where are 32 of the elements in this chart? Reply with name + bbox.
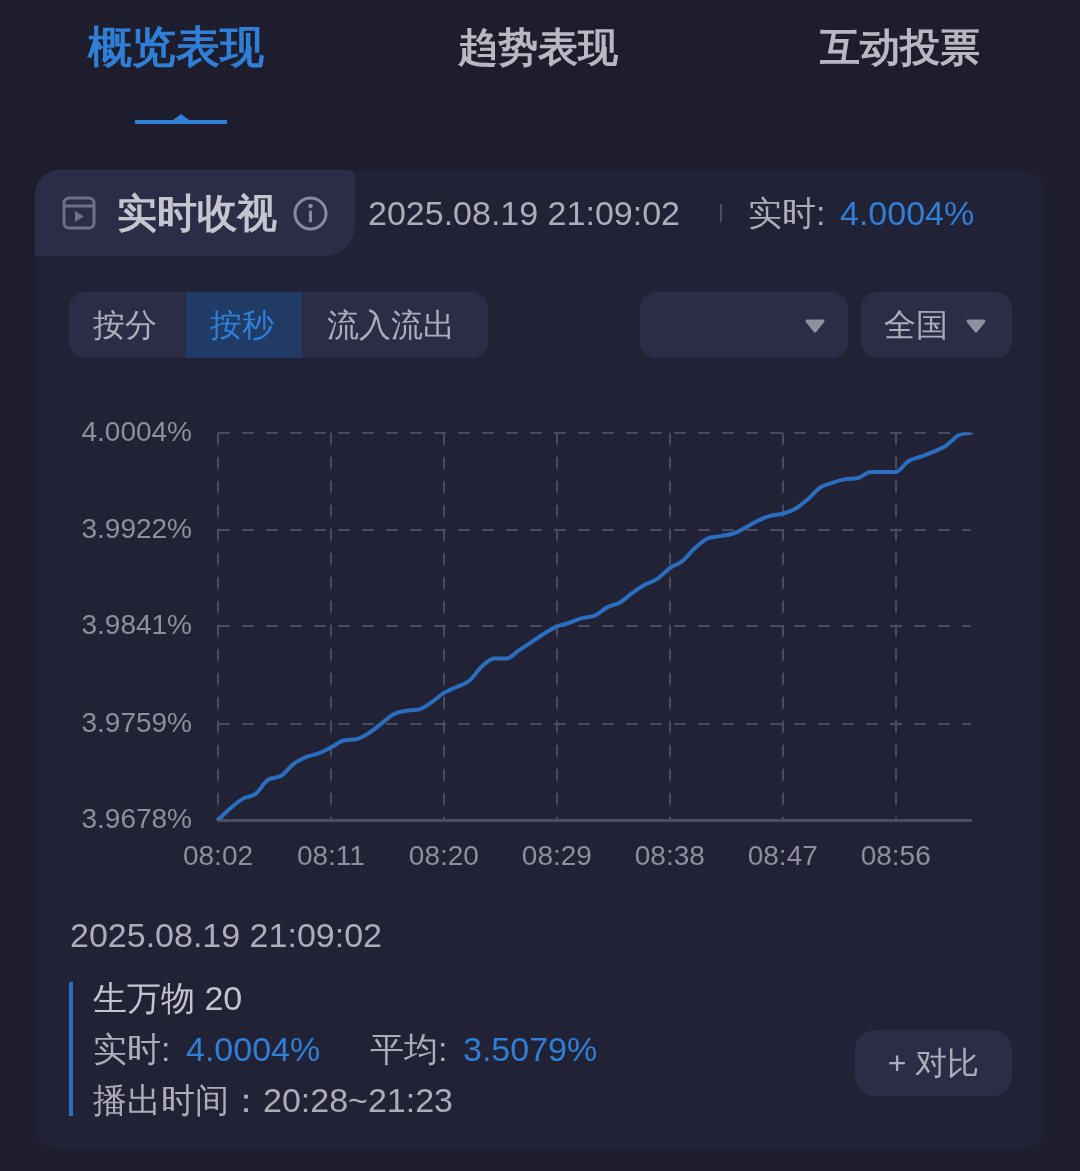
x-tick-label: 08:20: [408, 839, 479, 871]
x-tick-label: 08:11: [296, 839, 365, 871]
y-tick-label: 3.9841%: [81, 609, 192, 641]
text: 2025.08.19 21:09:02: [70, 916, 382, 954]
text: 实时:: [93, 1030, 171, 1068]
y-tick-label: 4.0004%: [81, 415, 192, 447]
text: 平均:: [370, 1030, 448, 1068]
x-tick-label: 08:56: [860, 839, 931, 871]
x-tick-label: 08:02: [182, 839, 254, 871]
text: 全国: [884, 307, 948, 343]
x-tick-label: 08:29: [521, 839, 592, 871]
text: 4.0004%: [186, 1030, 321, 1068]
text: 概览表现: [88, 22, 264, 71]
text: 互动投票: [820, 25, 980, 69]
text: 按秒: [210, 307, 274, 343]
text: 4.0004%: [840, 194, 975, 232]
chart-title: 实时收视: [117, 191, 277, 235]
y-tick-label: 3.9678%: [81, 802, 192, 834]
button: + 对比: [855, 1030, 1012, 1096]
text: 实时:: [748, 194, 826, 232]
text: 按分: [93, 307, 157, 343]
x-tick-label: 08:47: [747, 839, 818, 871]
y-tick-label: 3.9759%: [81, 706, 192, 738]
text: 趋势表现: [458, 25, 618, 69]
text: 播出时间：20:28~21:23: [93, 1081, 454, 1119]
text: 3.5079%: [463, 1030, 598, 1068]
text: 流入流出: [327, 307, 455, 343]
line-series: [216, 432, 973, 820]
x-tick-label: 08:38: [634, 839, 705, 871]
y-tick-label: 3.9922%: [81, 512, 192, 544]
text: 2025.08.19 21:09:02: [368, 194, 680, 232]
text: 生万物 20: [93, 979, 243, 1017]
